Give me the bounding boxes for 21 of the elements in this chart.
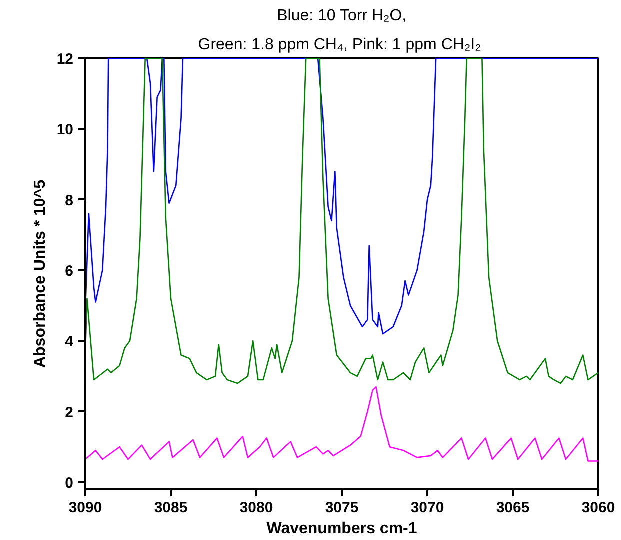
chart-title: Blue: 10 Torr H₂O, [277,8,407,24]
x-tick-label: 3090 [68,500,102,516]
line-series [86,58,598,384]
chart-subtitle: Green: 1.8 ppm CH₄, Pink: 1 ppm CH₂I₂ [198,36,482,54]
x-tick-label: 3085 [154,500,188,516]
x-tick-label: 3070 [410,500,444,516]
x-axis-title: Wavenumbers cm-1 [266,520,418,538]
y-tick-label: 0 [65,474,74,492]
line-series [86,58,598,335]
y-axis-title: Absorbance Units * 10^5 [32,180,49,368]
y-tick-label: 8 [65,192,74,210]
y-tick-label: 2 [65,404,74,422]
x-tick-label: 3065 [496,500,530,516]
line-series [86,386,598,462]
y-tick-label: 12 [56,51,74,68]
x-tick-label: 3075 [325,500,359,516]
x-tick-label: 3060 [582,500,616,516]
x-tick-label: 3080 [240,500,274,516]
y-tick-label: 4 [65,334,74,351]
y-tick-label: 10 [56,122,74,139]
y-tick-label: 6 [65,262,74,280]
